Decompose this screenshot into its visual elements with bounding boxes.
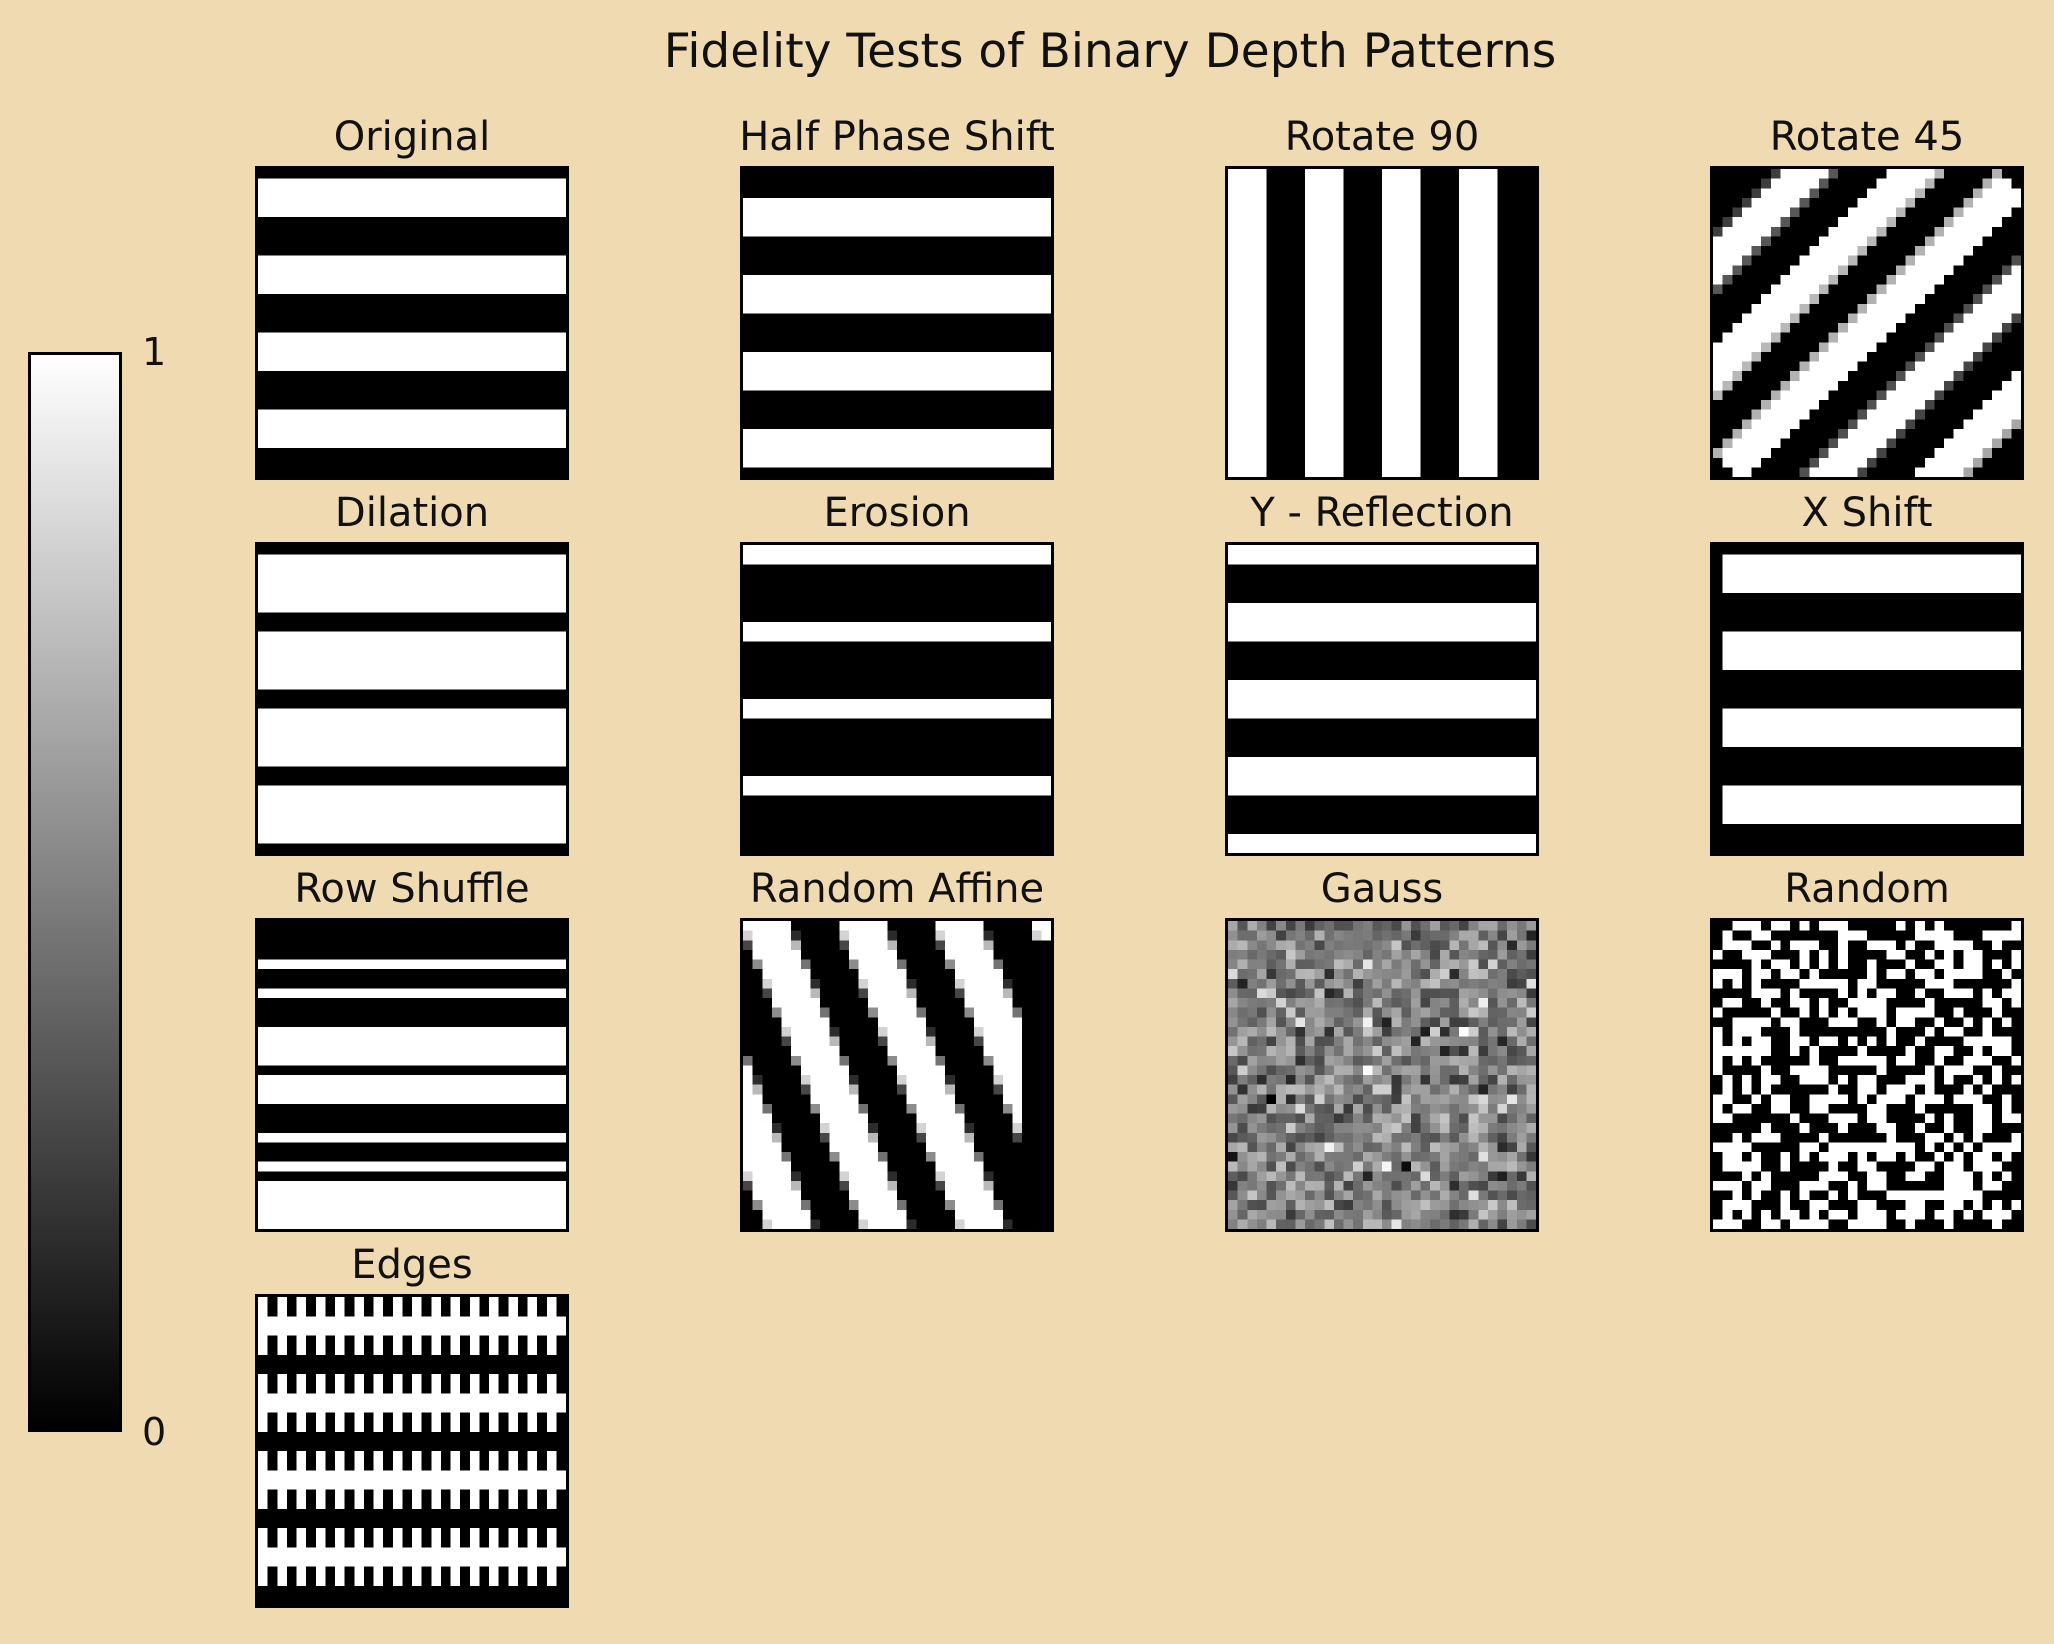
panel-title: Erosion [823,490,971,536]
heatmap-image [255,542,569,856]
panel-title: Random [1784,866,1950,912]
colorbar-tick-max: 1 [142,330,167,374]
panel-title: Random Affine [749,866,1045,912]
heatmap-image [1225,918,1539,1232]
heatmap-image [255,166,569,480]
heatmap-image [1710,918,2024,1232]
panel-title: Dilation [334,490,490,536]
heatmap-image [1225,166,1539,480]
panel-title: X Shift [1801,490,1933,536]
colorbar-gradient [28,352,122,1432]
heatmap-image [1710,166,2024,480]
panel-title: Half Phase Shift [739,114,1055,160]
heatmap-image [740,918,1054,1232]
heatmap-image [255,918,569,1232]
heatmap-image [740,542,1054,856]
figure-title: Fidelity Tests of Binary Depth Patterns [663,24,1557,79]
panel-title: Y - Reflection [1250,490,1514,536]
panel-title: Rotate 45 [1769,114,1965,160]
heatmap-image [1225,542,1539,856]
heatmap-image [740,166,1054,480]
heatmap-image [255,1294,569,1608]
panel-title: Row Shuffle [294,866,530,912]
colorbar-tick-min: 0 [142,1410,167,1454]
panel-title: Gauss [1320,866,1444,912]
heatmap-image [1710,542,2024,856]
panel-title: Rotate 90 [1284,114,1480,160]
colorbar: 1 0 [28,332,166,1452]
panel-title: Edges [351,1242,473,1288]
panel-title: Original [333,114,491,160]
